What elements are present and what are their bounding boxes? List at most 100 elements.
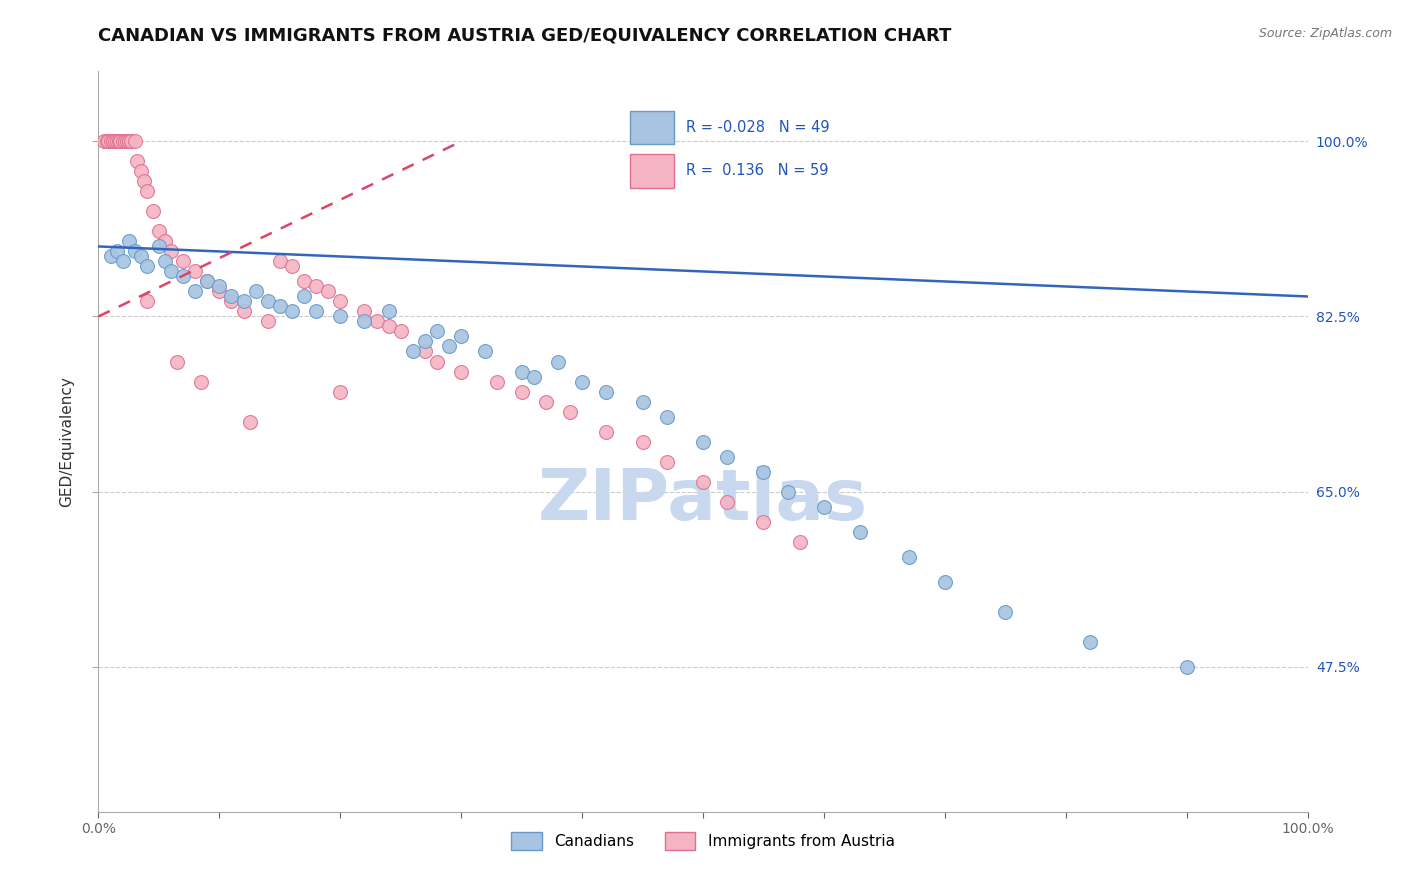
Point	[160, 244, 183, 259]
Point	[134, 174, 156, 188]
Point	[117, 135, 139, 149]
Point	[127, 154, 149, 169]
Point	[142, 204, 165, 219]
Point	[426, 354, 449, 368]
Point	[172, 254, 194, 268]
Point	[631, 394, 654, 409]
Point	[776, 484, 799, 499]
Point	[716, 494, 738, 508]
Point	[118, 235, 141, 249]
Point	[160, 264, 183, 278]
Point	[413, 334, 436, 349]
Point	[534, 394, 557, 409]
Point	[97, 135, 120, 149]
Point	[101, 135, 124, 149]
Point	[120, 135, 142, 149]
Point	[105, 135, 128, 149]
Point	[245, 285, 267, 299]
Point	[104, 135, 127, 149]
Point	[108, 135, 131, 149]
Point	[118, 135, 141, 149]
Point	[389, 325, 412, 339]
Point	[353, 314, 375, 328]
Point	[1175, 659, 1198, 673]
Point	[269, 254, 291, 268]
Point	[1078, 634, 1101, 648]
Point	[558, 404, 581, 418]
Point	[148, 239, 170, 253]
Point	[292, 289, 315, 303]
Point	[329, 384, 352, 399]
Point	[692, 434, 714, 449]
Y-axis label: GED/Equivalency: GED/Equivalency	[59, 376, 75, 507]
Point	[124, 135, 146, 149]
Point	[813, 500, 835, 514]
Point	[195, 275, 218, 289]
Point	[994, 605, 1017, 619]
Point	[486, 375, 509, 389]
Point	[105, 244, 128, 259]
Point	[316, 285, 339, 299]
Point	[281, 304, 304, 318]
Point	[474, 344, 496, 359]
Point	[523, 369, 546, 384]
Point	[221, 289, 243, 303]
Point	[450, 329, 472, 343]
Point	[752, 515, 775, 529]
Point	[184, 285, 207, 299]
Point	[934, 574, 956, 589]
Point	[426, 325, 449, 339]
Point	[239, 415, 262, 429]
Point	[897, 549, 920, 564]
Point	[692, 475, 714, 489]
Point	[135, 260, 157, 274]
Text: Source: ZipAtlas.com: Source: ZipAtlas.com	[1258, 27, 1392, 40]
Point	[135, 185, 157, 199]
Point	[595, 425, 617, 439]
Point	[100, 249, 122, 264]
Point	[789, 534, 811, 549]
Point	[450, 364, 472, 378]
Point	[232, 304, 254, 318]
Point	[221, 294, 243, 309]
Point	[111, 135, 134, 149]
Point	[166, 354, 188, 368]
Point	[571, 375, 593, 389]
Point	[655, 409, 678, 424]
Legend: Canadians, Immigrants from Austria: Canadians, Immigrants from Austria	[505, 826, 901, 856]
Point	[377, 304, 399, 318]
Point	[377, 319, 399, 334]
Point	[256, 314, 278, 328]
Point	[184, 264, 207, 278]
Point	[135, 294, 157, 309]
Point	[752, 465, 775, 479]
Point	[716, 450, 738, 464]
Point	[111, 254, 134, 268]
Point	[329, 294, 352, 309]
Point	[129, 249, 152, 264]
Point	[510, 364, 533, 378]
Point	[153, 235, 176, 249]
Point	[329, 310, 352, 324]
Point	[353, 304, 375, 318]
Point	[256, 294, 278, 309]
Point	[305, 279, 328, 293]
Point	[510, 384, 533, 399]
Point	[108, 135, 131, 149]
Point	[190, 375, 212, 389]
Point	[153, 254, 176, 268]
Point	[547, 354, 569, 368]
Point	[93, 135, 115, 149]
Point	[655, 454, 678, 468]
Point	[208, 279, 231, 293]
Point	[124, 244, 146, 259]
Point	[292, 275, 315, 289]
Point	[413, 344, 436, 359]
Point	[281, 260, 304, 274]
Text: ZIPatlas: ZIPatlas	[538, 467, 868, 535]
Point	[366, 314, 388, 328]
Point	[208, 285, 231, 299]
Point	[631, 434, 654, 449]
Point	[849, 524, 872, 539]
Point	[100, 135, 122, 149]
